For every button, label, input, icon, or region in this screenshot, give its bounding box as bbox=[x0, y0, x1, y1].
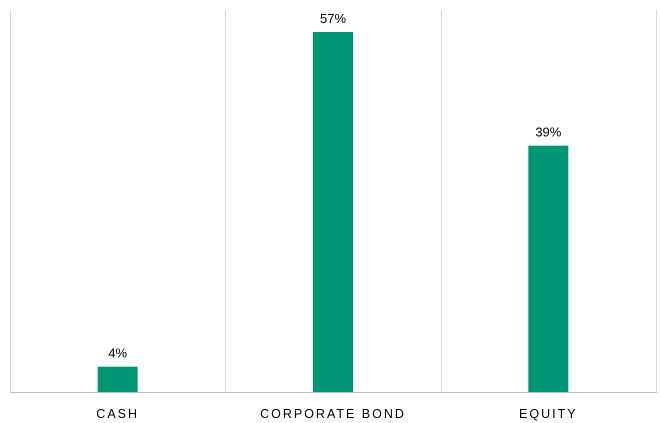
category-labels: CASH CORPORATE BOND EQUITY bbox=[96, 407, 578, 421]
bar-cash bbox=[97, 366, 138, 392]
data-label-equity: 39% bbox=[535, 125, 561, 140]
bars bbox=[97, 32, 569, 392]
data-label-corporate-bond: 57% bbox=[320, 11, 346, 26]
data-labels: 4% 57% 39% bbox=[108, 11, 562, 361]
bar-corporate-bond bbox=[313, 32, 353, 392]
data-label-cash: 4% bbox=[108, 346, 127, 361]
category-label-cash: CASH bbox=[96, 407, 139, 421]
bar-equity bbox=[528, 145, 569, 392]
category-label-corporate-bond: CORPORATE BOND bbox=[260, 407, 406, 421]
gridlines bbox=[10, 10, 657, 392]
category-label-equity: EQUITY bbox=[519, 407, 578, 421]
